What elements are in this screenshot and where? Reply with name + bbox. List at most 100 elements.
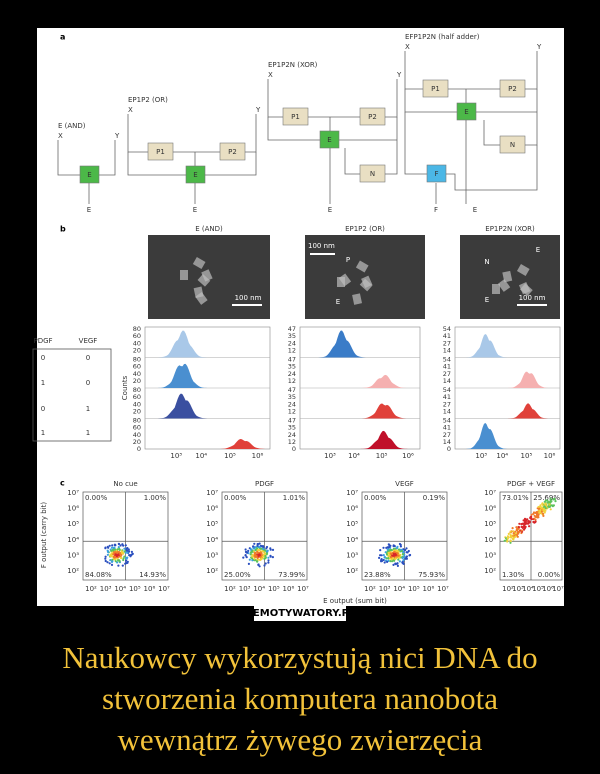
cell-dot xyxy=(114,560,117,563)
cell-dot xyxy=(385,557,388,560)
label: 10² xyxy=(364,585,376,593)
label: 14 xyxy=(443,347,451,355)
cell-dot xyxy=(397,558,400,561)
label: 10⁴ xyxy=(195,452,207,460)
cell-dot xyxy=(265,545,269,549)
label: 10⁵ xyxy=(346,520,358,528)
label: 1.00% xyxy=(144,494,167,502)
label: 1.30% xyxy=(502,571,525,579)
label: 84.08% xyxy=(85,571,112,579)
label: 80 xyxy=(133,356,141,364)
label: 35 xyxy=(288,393,296,401)
cell-dot xyxy=(104,546,107,549)
wire xyxy=(98,140,116,176)
label: 0 xyxy=(292,445,296,453)
cell-dot xyxy=(509,539,512,543)
label: 41 xyxy=(443,363,451,371)
cell-dot xyxy=(114,548,117,551)
wire xyxy=(127,152,186,176)
label: 0.00% xyxy=(538,571,561,579)
gate xyxy=(499,135,526,154)
cell-dot xyxy=(509,541,512,544)
cell-dot xyxy=(271,556,274,559)
cell-dot xyxy=(253,557,256,560)
label: P2 xyxy=(508,85,517,93)
cell-dot xyxy=(389,555,392,559)
gate xyxy=(147,142,174,161)
cell-dot xyxy=(383,556,386,559)
cell-dot xyxy=(263,564,266,567)
cell-dot xyxy=(124,544,127,547)
label: 10⁵ xyxy=(224,452,236,460)
cell-dot xyxy=(401,553,404,556)
particle xyxy=(518,281,531,295)
cell-dot xyxy=(512,530,515,533)
particle xyxy=(352,293,363,305)
label: E xyxy=(464,108,468,116)
cell-dot xyxy=(116,551,119,555)
cell-dot xyxy=(109,554,112,558)
cell-dot xyxy=(397,548,401,551)
label: 10⁴ xyxy=(114,585,126,593)
label: E output (sum bit) xyxy=(323,597,387,605)
cell-dot xyxy=(121,543,124,546)
label: E xyxy=(485,296,489,304)
label: 47 xyxy=(288,386,296,394)
cell-dot xyxy=(548,505,551,508)
label: 0 xyxy=(41,405,45,413)
label: 10⁶ xyxy=(484,505,496,513)
label: 10⁷ xyxy=(552,585,564,593)
cell-dot xyxy=(388,543,391,547)
cell-dot xyxy=(269,554,272,557)
cell-dot xyxy=(536,511,539,514)
cell-dot xyxy=(252,547,255,550)
cell-dot xyxy=(392,559,395,562)
label: 80 xyxy=(133,417,141,425)
cell-dot xyxy=(384,551,387,554)
label: Y xyxy=(536,43,542,51)
cell-dot xyxy=(258,546,261,549)
label: 10⁴ xyxy=(393,585,405,593)
cell-dot xyxy=(250,551,253,554)
label: E xyxy=(87,171,91,179)
label: 35 xyxy=(288,332,296,340)
cell-dot xyxy=(245,551,248,554)
cell-dot xyxy=(378,556,381,560)
cell-dot xyxy=(543,505,546,508)
label: 10⁵ xyxy=(484,520,496,528)
cell-dot xyxy=(389,552,392,555)
cell-dot xyxy=(118,559,121,562)
cell-dot xyxy=(269,548,272,551)
label: 10² xyxy=(484,567,496,575)
cell-dot xyxy=(513,536,516,539)
cell-dot xyxy=(254,552,257,555)
cell-dot xyxy=(538,511,541,514)
cell-dot xyxy=(529,516,532,519)
label: Y xyxy=(396,71,402,79)
label: 60 xyxy=(133,393,141,401)
label: 60 xyxy=(133,332,141,340)
particle xyxy=(361,275,373,288)
cell-dot xyxy=(386,548,389,551)
cell-dot xyxy=(125,548,128,551)
cell-dot xyxy=(394,557,398,560)
cell-dot xyxy=(117,553,120,557)
cell-dot xyxy=(110,546,114,549)
particle xyxy=(201,269,213,282)
label: 47 xyxy=(288,356,296,364)
label: 1 xyxy=(86,429,90,437)
label: 10⁴ xyxy=(484,536,496,544)
label: 54 xyxy=(443,417,451,425)
cell-dot xyxy=(506,539,509,542)
label: 10³ xyxy=(170,452,182,460)
cell-dot xyxy=(259,558,263,561)
cell-dot xyxy=(409,553,412,557)
cell-dot xyxy=(402,556,405,559)
cell-dot xyxy=(257,563,260,567)
cell-dot xyxy=(507,532,510,536)
label: E xyxy=(193,171,197,179)
gate xyxy=(426,164,447,183)
label: E xyxy=(87,206,91,214)
cell-dot xyxy=(383,561,386,564)
